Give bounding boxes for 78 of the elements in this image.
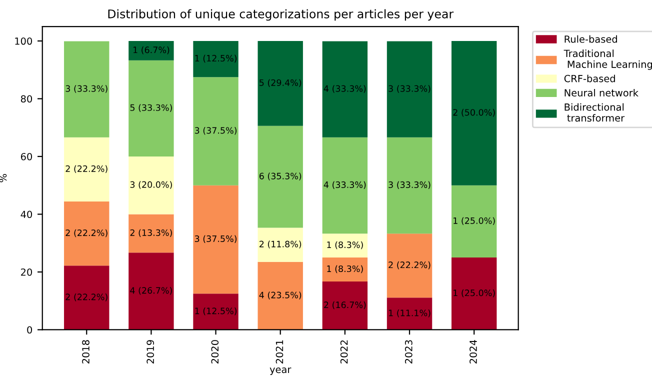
bar <box>386 41 432 138</box>
chart-title: Distribution of unique categorizations per articles per year <box>108 9 454 21</box>
x-tick-label: 2022 <box>340 340 348 364</box>
bar <box>258 40 303 126</box>
bar <box>128 252 174 330</box>
legend-label: Neural network <box>564 88 638 97</box>
data-label: 3 (37.5%) <box>194 126 237 135</box>
y-tick-label: 20 <box>21 268 32 276</box>
x-tick-label: 2023 <box>404 340 412 364</box>
bar <box>386 137 432 234</box>
data-label: 5 (33.3%) <box>130 104 172 112</box>
data-label: 2 (22.2%) <box>66 165 108 174</box>
y-tick-label: 80 <box>20 95 32 103</box>
data-label: 6 (35.3%) <box>259 172 302 180</box>
data-label: 4 (33.3%) <box>324 85 366 93</box>
bar <box>452 40 497 186</box>
bar <box>322 258 368 282</box>
data-label: 2 (13.3%) <box>130 229 172 237</box>
bar <box>128 40 174 60</box>
bar <box>322 234 368 258</box>
legend-label: CRF-based <box>564 74 615 82</box>
bar <box>64 202 110 266</box>
data-label: 1 (11.1%) <box>388 309 430 318</box>
x-tick-label: 2018 <box>82 340 90 364</box>
data-label: 3 (33.3%) <box>388 181 430 190</box>
x-axis-title: year <box>270 368 292 375</box>
data-label: 2 (22.2%) <box>66 293 108 302</box>
data-label: 2 (11.8%) <box>260 240 302 248</box>
y-tick-label: 100 <box>15 37 32 45</box>
x-tick-label: 2020 <box>211 340 219 364</box>
bar <box>258 126 303 228</box>
data-label: 3 (37.5%) <box>194 235 237 244</box>
legend-label: Rule-based <box>564 35 617 43</box>
data-label: 1 (8.3%) <box>327 241 363 250</box>
bar <box>193 40 238 78</box>
data-label: 5 (29.4%) <box>260 79 302 87</box>
bar <box>322 282 368 330</box>
bar <box>128 156 174 214</box>
data-label: 4 (26.7%) <box>130 286 172 295</box>
legend-label: Bidirectional transformer <box>564 103 625 122</box>
bar <box>452 185 497 258</box>
data-label: 2 (50.0%) <box>453 108 495 117</box>
data-label: 3 (33.3%) <box>66 85 108 93</box>
bar <box>258 228 303 262</box>
data-label: 4 (33.3%) <box>324 181 366 190</box>
y-tick-label: 0 <box>27 326 32 334</box>
bar <box>322 41 368 138</box>
y-tick-label: 60 <box>20 152 32 160</box>
bar <box>386 298 432 330</box>
x-tick-label: 2021 <box>276 340 284 364</box>
data-label: 1 (25.0%) <box>454 217 495 226</box>
bar <box>128 60 174 156</box>
x-tick-label: 2019 <box>146 340 154 364</box>
data-label: 2 (16.7%) <box>324 301 366 310</box>
bar <box>193 294 238 330</box>
bar <box>64 137 110 202</box>
bar <box>322 137 368 234</box>
bar <box>64 266 110 330</box>
data-label: 3 (33.3%) <box>388 85 430 93</box>
data-label: 1 (12.5%) <box>195 54 237 63</box>
data-label: 4 (23.5%) <box>259 292 302 300</box>
bar <box>386 234 432 298</box>
bar <box>452 258 497 330</box>
data-label: 1 (6.7%) <box>133 46 170 54</box>
bar <box>128 214 174 253</box>
data-label: 1 (12.5%) <box>195 307 237 316</box>
data-label: 2 (22.2%) <box>388 261 430 270</box>
bar <box>258 262 303 330</box>
y-tick-label: 40 <box>20 210 32 218</box>
data-label: 1 (8.3%) <box>327 265 363 274</box>
data-label: 3 (20.0%) <box>130 181 172 189</box>
legend-label: Traditional Machine Learning <box>564 50 652 70</box>
bar <box>64 41 110 138</box>
x-tick-label: 2024 <box>470 340 477 364</box>
data-label: 2 (22.2%) <box>66 229 108 238</box>
data-label: 1 (25.0%) <box>454 289 495 298</box>
bar <box>193 77 238 186</box>
bar <box>193 185 238 294</box>
